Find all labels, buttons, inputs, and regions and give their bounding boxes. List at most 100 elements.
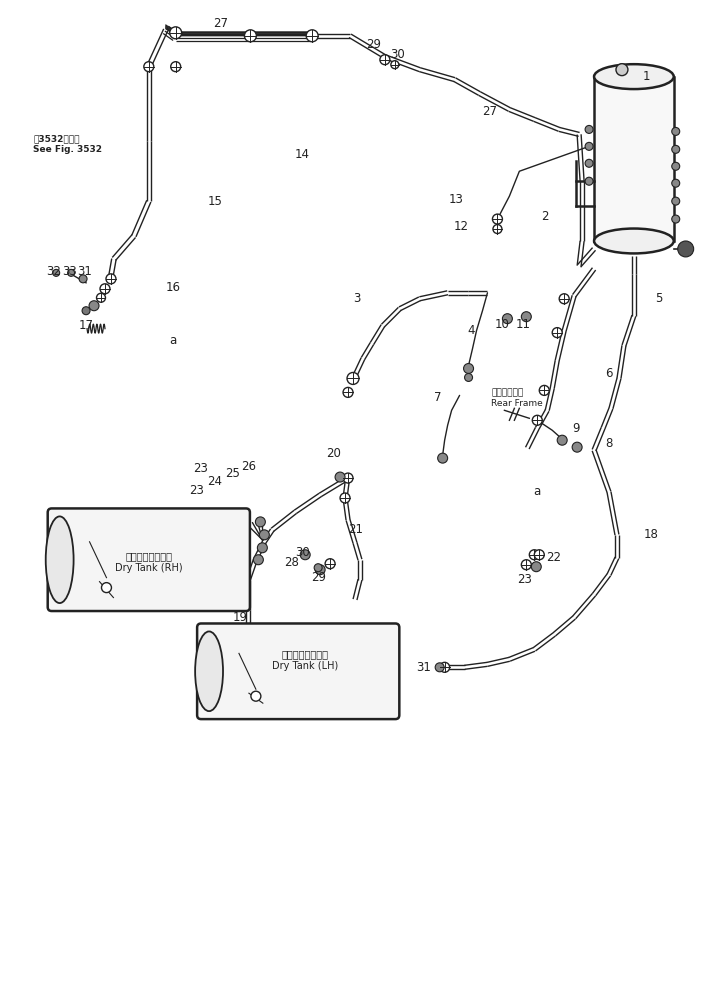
Circle shape [616, 64, 628, 76]
Circle shape [52, 269, 60, 276]
Circle shape [101, 583, 111, 593]
Text: 23: 23 [517, 573, 532, 586]
Text: 25: 25 [225, 467, 240, 480]
Text: 17: 17 [79, 319, 94, 332]
Text: 26: 26 [241, 460, 256, 473]
Circle shape [335, 472, 345, 482]
Circle shape [671, 162, 680, 170]
Circle shape [340, 493, 350, 503]
Circle shape [67, 269, 74, 276]
Circle shape [380, 55, 390, 65]
Text: 4: 4 [468, 324, 475, 337]
Circle shape [585, 159, 593, 167]
Circle shape [535, 549, 545, 559]
Text: 12: 12 [454, 219, 469, 233]
Text: 15: 15 [208, 195, 223, 207]
Circle shape [171, 62, 181, 72]
Text: 33: 33 [62, 265, 77, 278]
Circle shape [521, 559, 531, 570]
Circle shape [259, 530, 269, 540]
Ellipse shape [195, 631, 223, 711]
Circle shape [251, 691, 261, 701]
Circle shape [557, 435, 567, 445]
Ellipse shape [594, 64, 674, 89]
Text: a: a [169, 334, 177, 347]
Circle shape [572, 442, 582, 452]
Circle shape [585, 177, 593, 185]
Ellipse shape [594, 228, 674, 254]
Circle shape [255, 517, 265, 527]
Circle shape [540, 385, 549, 395]
Circle shape [316, 564, 325, 575]
Text: 31: 31 [77, 265, 92, 278]
Circle shape [493, 214, 503, 224]
Circle shape [464, 364, 474, 374]
Circle shape [343, 387, 353, 397]
Circle shape [347, 373, 359, 384]
Circle shape [100, 284, 110, 294]
Text: a: a [534, 486, 541, 498]
FancyBboxPatch shape [197, 623, 399, 720]
FancyBboxPatch shape [48, 508, 250, 611]
Text: 2: 2 [542, 209, 549, 222]
Circle shape [678, 241, 693, 257]
Circle shape [82, 307, 90, 315]
Circle shape [552, 327, 562, 337]
FancyBboxPatch shape [594, 77, 674, 241]
Circle shape [343, 473, 353, 483]
Ellipse shape [45, 516, 74, 603]
Text: 8: 8 [605, 436, 613, 449]
Text: 30: 30 [391, 48, 406, 61]
Circle shape [671, 215, 680, 223]
Circle shape [671, 179, 680, 187]
Text: 3: 3 [353, 292, 361, 306]
Text: 20: 20 [325, 446, 340, 460]
Text: 28: 28 [284, 556, 298, 569]
Circle shape [391, 61, 399, 69]
Circle shape [530, 549, 540, 559]
Text: 27: 27 [482, 105, 497, 118]
Circle shape [106, 274, 116, 284]
Circle shape [532, 415, 542, 426]
Text: 11: 11 [516, 318, 531, 331]
Circle shape [671, 198, 680, 205]
Text: 13: 13 [450, 193, 464, 205]
Text: 24: 24 [207, 475, 222, 488]
Circle shape [96, 293, 106, 302]
Text: 23: 23 [189, 484, 204, 496]
Text: 18: 18 [643, 528, 658, 542]
Circle shape [306, 29, 318, 41]
Circle shape [300, 549, 310, 559]
Circle shape [314, 563, 322, 572]
Circle shape [440, 663, 450, 672]
Text: 10: 10 [495, 318, 510, 331]
Circle shape [437, 453, 447, 463]
Text: 14: 14 [295, 147, 310, 161]
Circle shape [671, 145, 680, 153]
Text: 22: 22 [546, 551, 561, 564]
Circle shape [671, 128, 680, 136]
Text: 19: 19 [233, 611, 248, 624]
Circle shape [89, 301, 99, 311]
Circle shape [245, 29, 257, 41]
Text: 第3532図参照
See Fig. 3532: 第3532図参照 See Fig. 3532 [33, 135, 102, 153]
Text: リヤフレーム
Rear Frame: リヤフレーム Rear Frame [491, 388, 543, 408]
Text: 5: 5 [655, 292, 662, 306]
Circle shape [169, 27, 182, 38]
Circle shape [79, 275, 87, 283]
Text: 32: 32 [46, 265, 61, 278]
Circle shape [253, 554, 263, 564]
Circle shape [325, 558, 335, 569]
Text: 6: 6 [605, 367, 613, 380]
Text: 31: 31 [416, 661, 431, 673]
Circle shape [559, 294, 569, 304]
Text: ドライタンク左側
Dry Tank (LH): ドライタンク左側 Dry Tank (LH) [272, 650, 338, 671]
Circle shape [585, 126, 593, 134]
Circle shape [144, 62, 154, 72]
Circle shape [464, 374, 472, 381]
Circle shape [493, 224, 502, 234]
Circle shape [435, 663, 444, 671]
Circle shape [257, 543, 267, 552]
Text: 27: 27 [213, 18, 228, 30]
Circle shape [503, 314, 513, 323]
